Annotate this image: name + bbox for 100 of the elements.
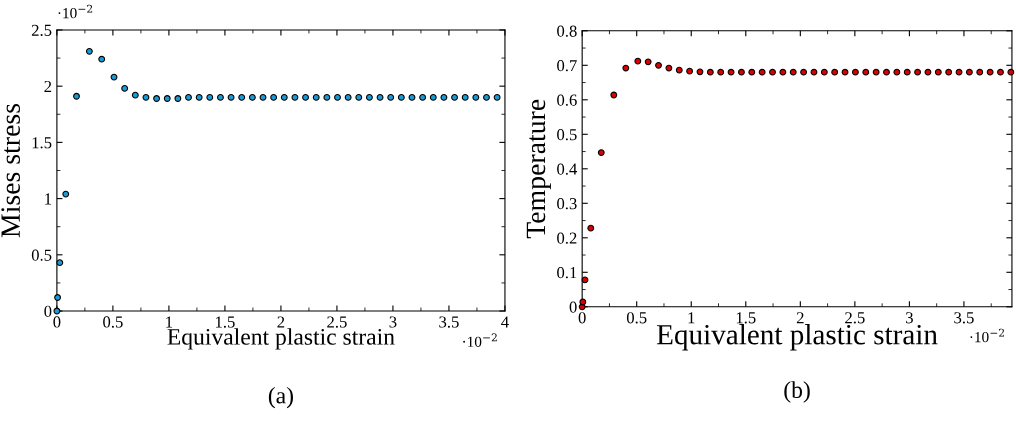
x-tick-label: 3.5 (439, 316, 459, 328)
point (302, 93, 309, 101)
x-tick-label: 3 (389, 316, 397, 328)
point (291, 93, 299, 101)
point (174, 95, 182, 102)
point (73, 92, 80, 100)
point (976, 68, 984, 76)
x-tick-label: 0 (578, 312, 586, 324)
point (779, 68, 787, 76)
y-tick-label: 2.5 (31, 24, 52, 36)
point (217, 93, 224, 101)
point (280, 93, 288, 101)
point (376, 93, 384, 101)
point (769, 68, 776, 76)
y-tick-label: 0.1 (557, 266, 577, 279)
point (334, 93, 341, 101)
y-tick-label: 0.6 (557, 94, 577, 106)
point (924, 68, 932, 76)
point (270, 93, 278, 101)
point (789, 68, 797, 76)
x-tick-label: 3.5 (954, 312, 974, 324)
point (440, 93, 448, 101)
point (493, 93, 501, 101)
point (451, 93, 458, 101)
point (54, 294, 61, 301)
point (472, 93, 480, 101)
point (206, 93, 214, 101)
x-axis-title: Equivalent plastic strain (167, 328, 395, 350)
point (227, 93, 235, 101)
point (323, 93, 331, 101)
point (429, 93, 437, 101)
point (344, 93, 352, 101)
point (248, 93, 256, 101)
point (62, 190, 70, 198)
x-tick-label: 2.5 (327, 316, 347, 328)
text: (b) (784, 381, 810, 403)
point (419, 93, 427, 101)
point (893, 68, 901, 76)
point (717, 68, 725, 76)
y-tick-label: 0.8 (557, 25, 577, 37)
text: (a) (268, 386, 293, 409)
point (131, 91, 139, 99)
x-tick-label: 4 (501, 316, 509, 328)
text: ·10$^{−2}$ (970, 328, 1005, 343)
text: ·10$^{−2}$ (58, 4, 93, 19)
x-tick-label: 0 (53, 316, 61, 328)
point (185, 93, 192, 101)
point (163, 95, 171, 102)
x-tick-label: 1 (166, 316, 173, 328)
point (986, 68, 994, 76)
y-tick-label: 0.5 (557, 129, 577, 141)
y-tick-label: 0.3 (557, 198, 577, 210)
y-tick-label: 1.5 (32, 137, 52, 149)
point (800, 68, 808, 76)
point (195, 93, 203, 101)
point (110, 73, 118, 81)
x-tick-label: 1 (688, 312, 695, 324)
point (934, 68, 942, 76)
x-tick-label: 3 (906, 312, 913, 324)
y-tick-label: 2 (44, 80, 52, 92)
x-axis-title: Equivalent plastic strain (656, 323, 938, 351)
point (312, 93, 320, 101)
x-tick-label: 1.5 (215, 316, 235, 328)
point (862, 68, 870, 76)
point (841, 68, 849, 76)
point (597, 149, 605, 157)
y-tick-label: 1 (45, 193, 52, 205)
point (622, 64, 630, 72)
point (238, 93, 246, 101)
y-tick-label: 0 (569, 301, 577, 313)
point (903, 68, 911, 76)
point (355, 93, 363, 101)
point (945, 68, 953, 76)
point (706, 68, 714, 76)
y-tick-label: 0.4 (557, 163, 578, 175)
point (810, 68, 818, 76)
point (665, 64, 673, 72)
point (738, 68, 745, 76)
point (955, 68, 963, 76)
point (644, 58, 652, 66)
y-tick-label: 0.7 (557, 60, 577, 72)
point (727, 68, 735, 76)
point (634, 57, 642, 65)
point (748, 68, 756, 76)
x-tick-label: 1.5 (736, 312, 756, 324)
point (610, 91, 618, 99)
point (758, 68, 766, 76)
point (831, 68, 839, 76)
y-tick-label: 0.2 (557, 232, 577, 244)
point (259, 93, 267, 101)
point (408, 93, 416, 101)
x-tick-label: 2.5 (845, 312, 865, 324)
x-tick-label: 2 (796, 312, 804, 324)
y-axis-title: Mises stress (1, 103, 20, 238)
text: ·10$^{−2}$ (463, 333, 497, 347)
point (883, 68, 890, 76)
point (655, 61, 662, 69)
x-tick-label: 0.5 (103, 316, 123, 328)
point (914, 68, 922, 76)
point (965, 68, 973, 76)
